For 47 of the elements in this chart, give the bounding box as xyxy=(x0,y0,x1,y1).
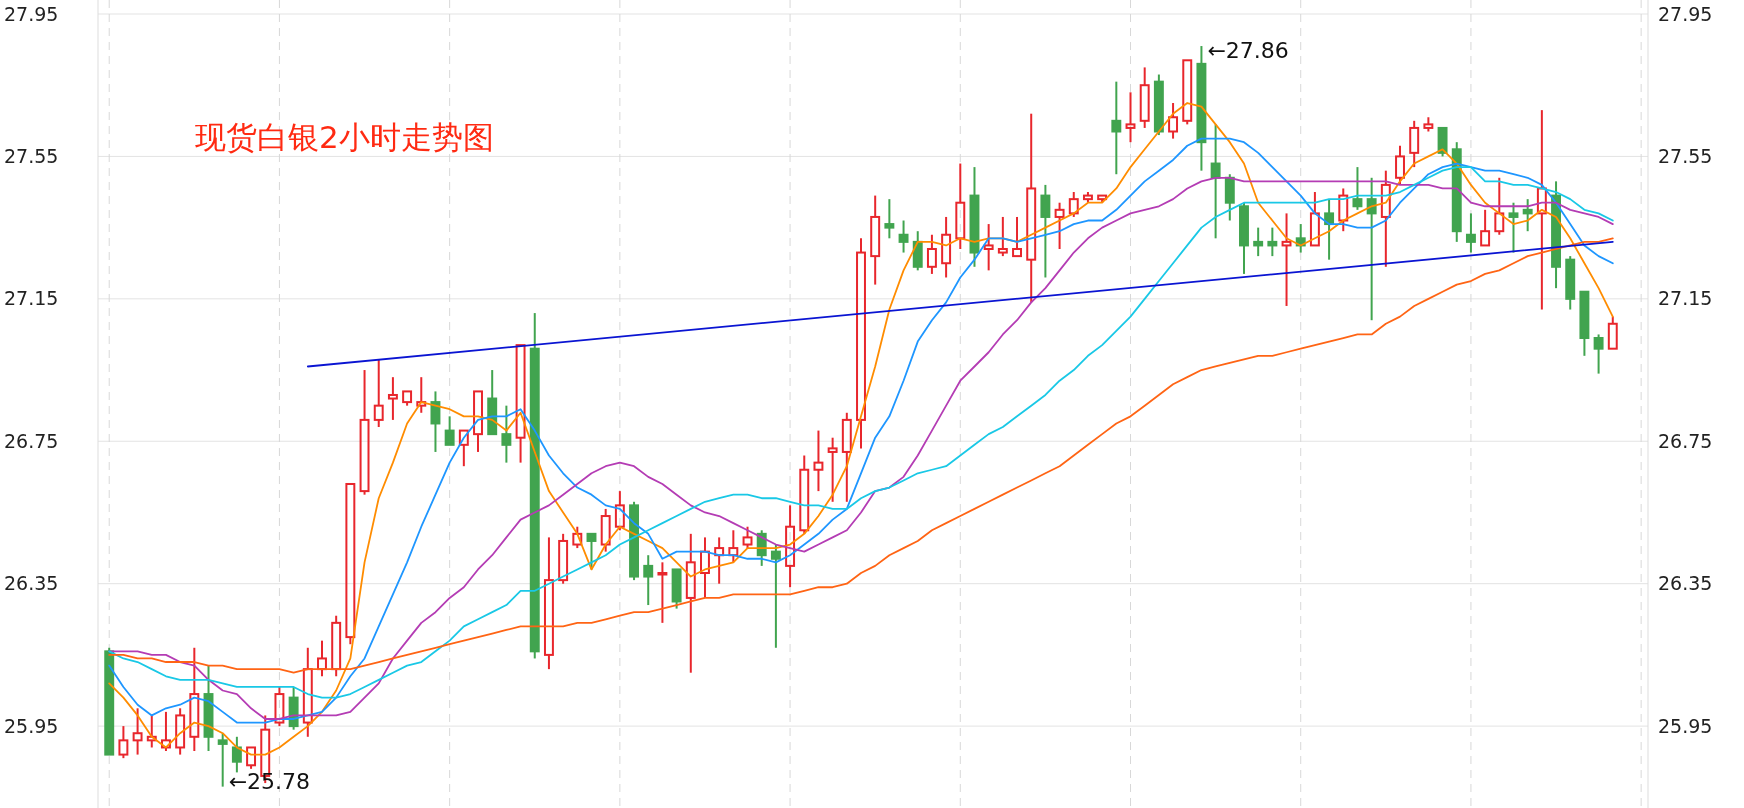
y-tick-label: 27.15 xyxy=(4,287,59,310)
annotation: ←27.86 xyxy=(1207,38,1289,64)
candlestick xyxy=(1040,183,1051,279)
y-tick-label: 26.75 xyxy=(4,429,59,452)
y2-tick-label: 25.95 xyxy=(1658,714,1713,737)
candlestick xyxy=(941,215,952,279)
candlestick xyxy=(1125,91,1136,144)
candlestick xyxy=(1026,112,1037,304)
annotation: ←25.78 xyxy=(228,768,311,794)
candlestick xyxy=(543,536,554,671)
candlestick xyxy=(430,390,441,453)
candlestick xyxy=(1366,176,1377,322)
candlestick xyxy=(785,504,796,589)
y2-tick-label: 26.75 xyxy=(1658,429,1713,452)
y-tick-label: 26.35 xyxy=(4,572,59,595)
text: 现货白银2小时走势图 xyxy=(195,118,494,155)
y-tick-label: 27.55 xyxy=(4,145,59,167)
candlestick xyxy=(1111,80,1122,176)
candlestick xyxy=(856,237,866,450)
candlestick xyxy=(983,223,994,272)
candlestick xyxy=(813,429,824,493)
candlestick xyxy=(1267,226,1278,258)
y2-tick-label: 27.15 xyxy=(1658,287,1713,310)
y-tick-label: 27.95 xyxy=(4,2,59,25)
candlestick xyxy=(387,376,398,421)
y2-tick-label: 27.55 xyxy=(1658,145,1713,167)
candlestick xyxy=(1536,109,1547,311)
candlestick xyxy=(132,707,143,756)
y2-tick-label: 27.95 xyxy=(1658,2,1713,25)
y2-tick-label: 26.35 xyxy=(1658,572,1713,595)
candlestick xyxy=(643,554,654,607)
candlestick xyxy=(685,532,696,674)
candlestick xyxy=(955,162,966,250)
candlestick xyxy=(1253,226,1264,258)
candlestick xyxy=(1281,212,1292,307)
candlestick xyxy=(501,404,512,464)
candlestick xyxy=(898,219,909,254)
candlestick xyxy=(1196,45,1207,172)
line-series xyxy=(108,237,1614,674)
y-tick-label: 25.95 xyxy=(4,714,59,737)
candlestick xyxy=(700,536,710,599)
candlestick xyxy=(714,536,725,585)
candlestick xyxy=(189,646,200,753)
candlestick xyxy=(1210,123,1221,240)
candlestick xyxy=(657,561,668,624)
candlestick xyxy=(1465,212,1476,254)
candlestick xyxy=(870,194,881,286)
